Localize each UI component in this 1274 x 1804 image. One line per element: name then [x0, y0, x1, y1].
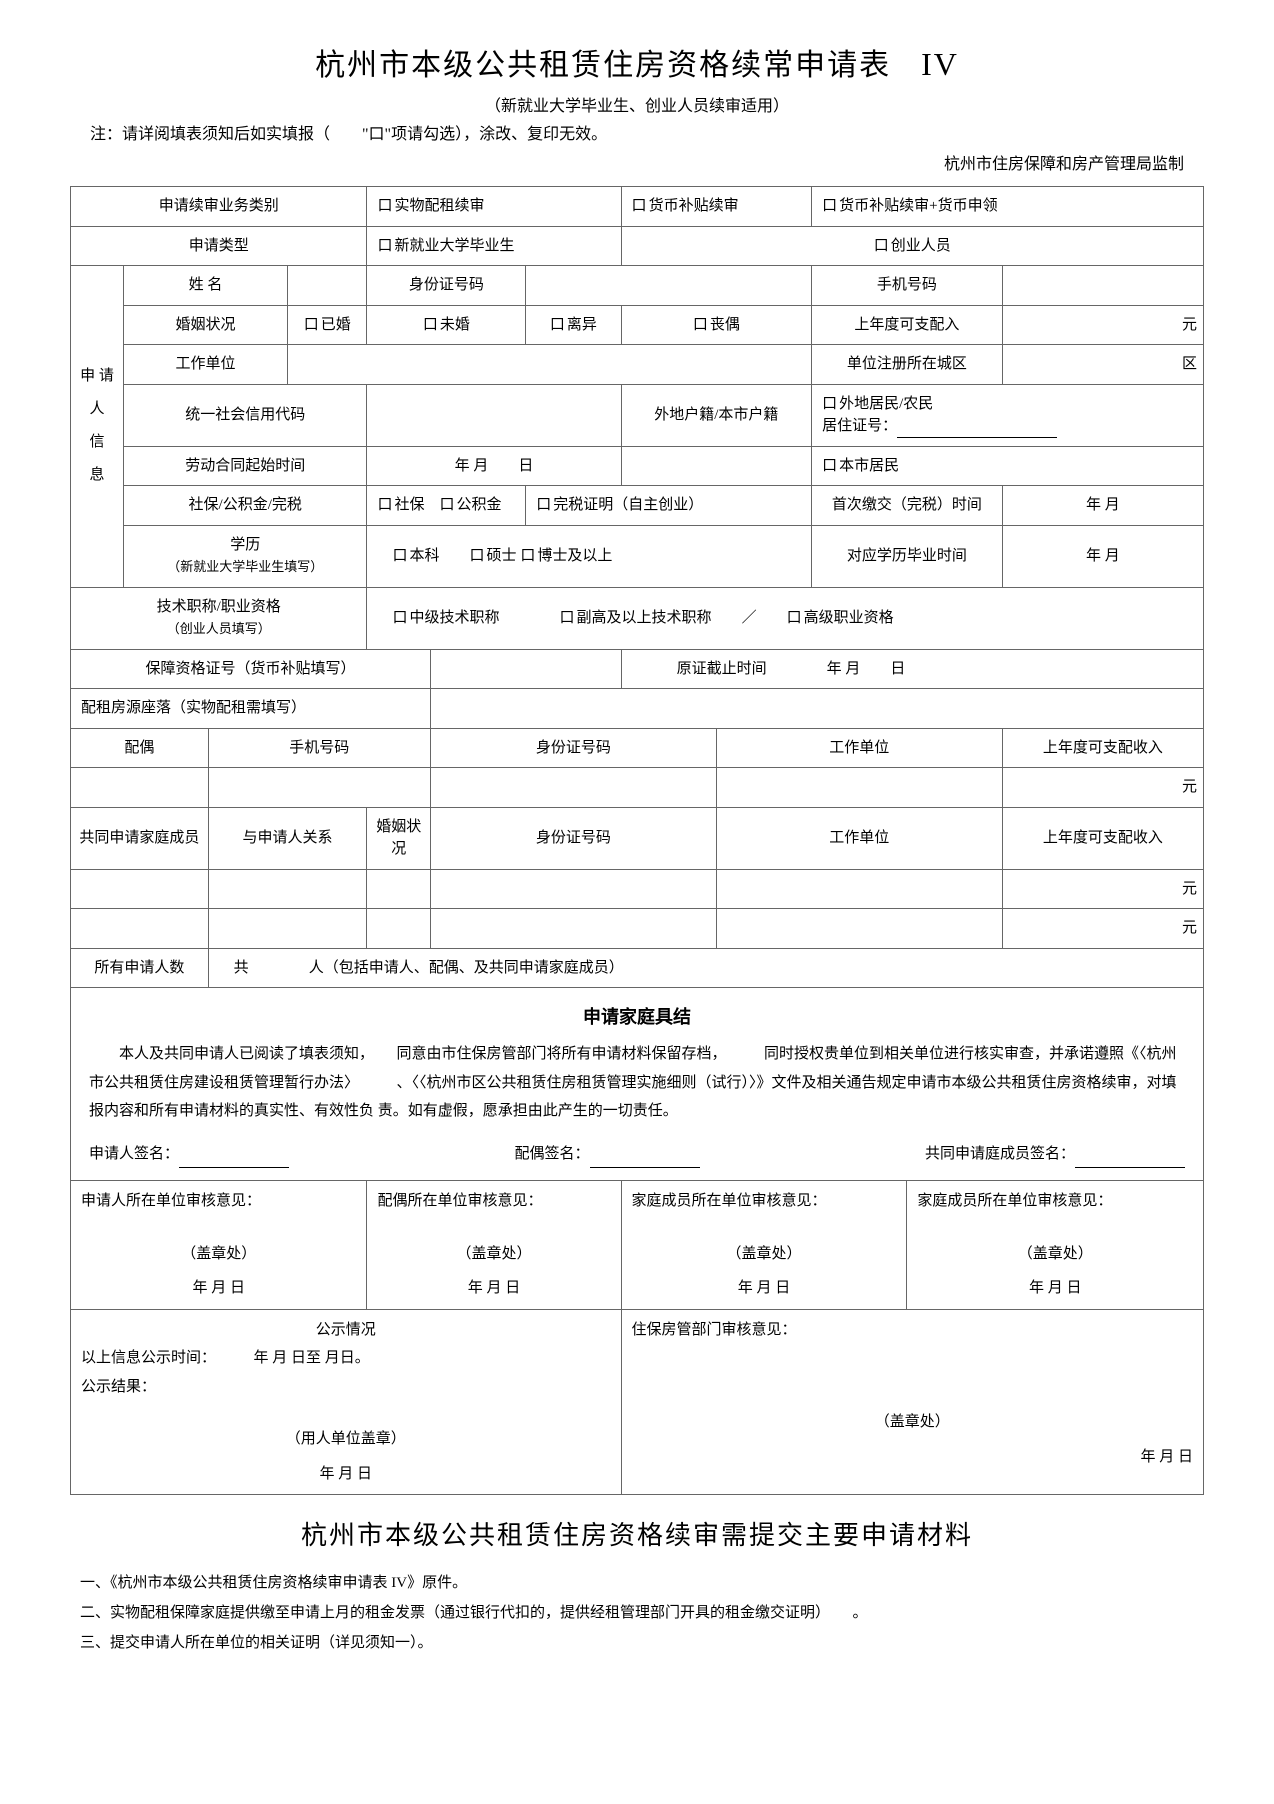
label-last-income: 上年度可支配入 — [812, 305, 1003, 345]
field-spouse-id[interactable] — [430, 768, 716, 808]
field-edu-grad[interactable]: 年 月 — [1002, 525, 1203, 587]
field-workunit[interactable] — [288, 345, 812, 385]
field-spouse-income[interactable]: 元 — [1002, 768, 1203, 808]
review-member-unit2: 家庭成员所在单位审核意见： （盖章处） 年 月 日 — [907, 1181, 1204, 1310]
label-m-marital: 婚姻状况 — [367, 807, 431, 869]
material-item: 三、提交申请人所在单位的相关证明（详见须知一）。 — [80, 1628, 1204, 1658]
field-house-loc[interactable] — [430, 689, 1203, 729]
opt-res1[interactable]: 外地居民/农民居住证号： — [812, 384, 1204, 446]
opt-apply2[interactable]: 创业人员 — [621, 226, 1203, 266]
label-edu-grad: 对应学历毕业时间 — [812, 525, 1003, 587]
field-spouse-unit[interactable] — [716, 768, 1002, 808]
page-title: 杭州市本级公共租赁住房资格续常申请表IV — [70, 40, 1204, 84]
review-applicant-unit: 申请人所在单位审核意见： （盖章处） 年 月 日 — [71, 1181, 367, 1310]
label-biz-type: 申请续审业务类别 — [71, 187, 367, 227]
label-name: 姓 名 — [123, 266, 287, 306]
field-district[interactable]: 区 — [1002, 345, 1203, 385]
opt-edu[interactable]: 本科 硕士 博士及以上 — [367, 525, 812, 587]
label-rel: 与申请人关系 — [208, 807, 367, 869]
fill-note: 注：请详阅填表须知后如实填报（ "口"项请勾选），涂改、复印无效。 — [70, 120, 1204, 144]
subtitle: （新就业大学毕业生、创业人员续审适用） — [70, 92, 1204, 116]
review-member-unit1: 家庭成员所在单位审核意见： （盖章处） 年 月 日 — [621, 1181, 907, 1310]
field-spouse-name[interactable] — [71, 768, 209, 808]
opt-apply1[interactable]: 新就业大学毕业生 — [367, 226, 621, 266]
label-spouse-income: 上年度可支配收入 — [1002, 728, 1203, 768]
opt-widow[interactable]: 丧偶 — [621, 305, 812, 345]
opt-divorce[interactable]: 离异 — [526, 305, 621, 345]
field-spouse-phone[interactable] — [208, 768, 430, 808]
field-contract-start[interactable]: 年 月 日 — [367, 446, 621, 486]
label-spouse-phone: 手机号码 — [208, 728, 430, 768]
opt-biz2[interactable]: 货币补贴续审 — [621, 187, 812, 227]
field-phone[interactable] — [1002, 266, 1203, 306]
label-edu: 学历（新就业大学毕业生填写） — [123, 525, 367, 587]
review-spouse-unit: 配偶所在单位审核意见： （盖章处） 年 月 日 — [367, 1181, 621, 1310]
materials-title: 杭州市本级公共租赁住房资格续审需提交主要申请材料 — [70, 1515, 1204, 1552]
label-member: 共同申请家庭成员 — [71, 807, 209, 869]
opt-married[interactable]: 已婚 — [288, 305, 367, 345]
application-form: 申请续审业务类别 实物配租续审 货币补贴续审 货币补贴续审+货币申领 申请类型 … — [70, 186, 1204, 1495]
label-marital: 婚姻状况 — [123, 305, 287, 345]
material-item: 一、《杭州市本级公共租赁住房资格续审申请表 IV》原件。 — [80, 1568, 1204, 1598]
label-hukou: 外地户籍/本市户籍 — [621, 384, 812, 446]
label-workunit: 工作单位 — [123, 345, 287, 385]
label-spouse-id: 身份证号码 — [430, 728, 716, 768]
opt-biz3[interactable]: 货币补贴续审+货币申领 — [812, 187, 1204, 227]
field-empty[interactable] — [621, 446, 812, 486]
label-apply-type: 申请类型 — [71, 226, 367, 266]
opt-title-qual[interactable]: 中级技术职称 副高及以上技术职称 ／ 高级职业资格 — [367, 587, 1204, 649]
opt-ssf12[interactable]: 社保 公积金 — [367, 486, 526, 526]
member-row: 元 — [71, 869, 1204, 909]
label-spouse: 配偶 — [71, 728, 209, 768]
member-row: 元 — [71, 909, 1204, 949]
cert-end[interactable]: 原证截止时间 年 月 日 — [621, 649, 1203, 689]
field-first-pay[interactable]: 年 月 — [1002, 486, 1203, 526]
declaration: 申请家庭具结 本人及共同申请人已阅读了填表须知， 同意由市住保房管部门将所有申请… — [71, 988, 1204, 1181]
label-applicant-info: 申 请 人信息 — [71, 266, 124, 588]
publicity: 公示情况 以上信息公示时间： 年 月 日至 月日。 公示结果： （用人单位盖章）… — [71, 1309, 622, 1495]
label-district: 单位注册所在城区 — [812, 345, 1003, 385]
opt-single[interactable]: 未婚 — [367, 305, 526, 345]
materials-list: 一、《杭州市本级公共租赁住房资格续审申请表 IV》原件。 二、实物配租保障家庭提… — [70, 1568, 1204, 1658]
label-m-income: 上年度可支配收入 — [1002, 807, 1203, 869]
label-phone: 手机号码 — [812, 266, 1003, 306]
field-name[interactable] — [288, 266, 367, 306]
label-ssf: 社保/公积金/完税 — [123, 486, 367, 526]
label-uscc: 统一社会信用代码 — [123, 384, 367, 446]
field-last-income[interactable]: 元 — [1002, 305, 1203, 345]
label-m-id: 身份证号码 — [430, 807, 716, 869]
material-item: 二、实物配租保障家庭提供缴至申请上月的租金发票（通过银行代扣的，提供经租管理部门… — [80, 1598, 1204, 1628]
label-m-unit: 工作单位 — [716, 807, 1002, 869]
field-uscc[interactable] — [367, 384, 621, 446]
label-total: 所有申请人数 — [71, 948, 209, 988]
field-cert-no[interactable] — [430, 649, 621, 689]
label-idno: 身份证号码 — [367, 266, 526, 306]
opt-biz1[interactable]: 实物配租续审 — [367, 187, 621, 227]
dept-review: 住保房管部门审核意见： （盖章处） 年 月 日 — [621, 1309, 1203, 1495]
field-total[interactable]: 共 人（包括申请人、配偶、及共同申请家庭成员） — [208, 948, 1203, 988]
field-idno[interactable] — [526, 266, 812, 306]
opt-ssf3[interactable]: 完税证明（自主创业） — [526, 486, 812, 526]
authority: 杭州市住房保障和房产管理局监制 — [70, 150, 1204, 174]
opt-res2[interactable]: 本市居民 — [812, 446, 1204, 486]
label-title-qual: 技术职称/职业资格（创业人员填写） — [71, 587, 367, 649]
label-contract-start: 劳动合同起始时间 — [123, 446, 367, 486]
label-cert-no: 保障资格证号（货币补贴填写） — [71, 649, 431, 689]
label-spouse-unit: 工作单位 — [716, 728, 1002, 768]
label-house-loc: 配租房源座落（实物配租需填写） — [71, 689, 431, 729]
label-first-pay: 首次缴交（完税）时间 — [812, 486, 1003, 526]
